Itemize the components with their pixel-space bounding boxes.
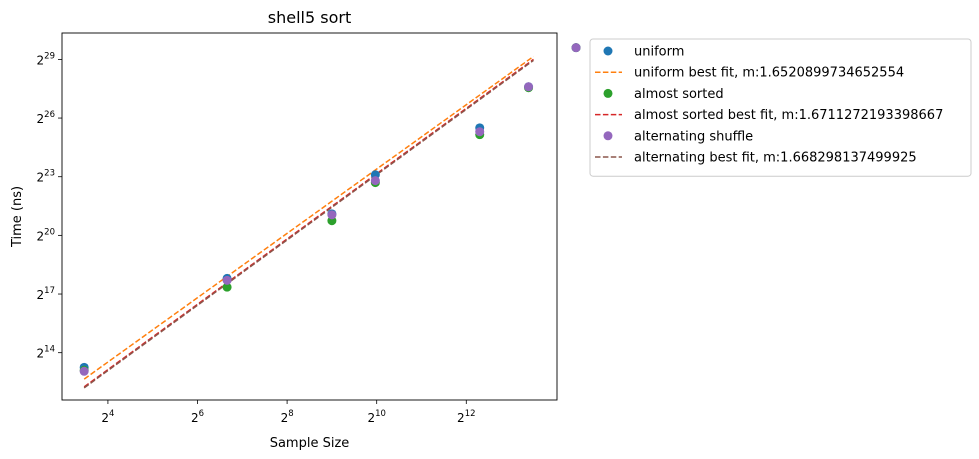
data-point [524, 82, 534, 92]
legend-entry-label: alternating shuffle [634, 129, 753, 144]
x-tick-label: 212 [457, 409, 475, 425]
y-tick-label: 220 [37, 227, 55, 243]
legend-entry-label: almost sorted [634, 87, 724, 102]
x-tick-label: 24 [101, 409, 114, 425]
legend-marker [603, 46, 613, 56]
fit-line [83, 59, 534, 389]
data-point [79, 366, 89, 376]
y-axis: 214 217 220 223 226 229 [37, 51, 62, 361]
x-axis-label: Sample Size [270, 436, 350, 451]
data-point [327, 210, 337, 220]
legend-entry-label: uniform best fit, m:1.6520899734652554 [634, 66, 904, 81]
plot-area [79, 43, 581, 389]
x-axis: 24 26 28 210 212 [101, 400, 476, 425]
y-tick-label: 214 [37, 345, 55, 361]
legend-marker [603, 131, 613, 141]
y-tick-label: 229 [37, 51, 55, 67]
y-tick-label: 223 [37, 169, 55, 185]
data-point [571, 43, 581, 53]
legend-entry-label: almost sorted best fit, m:1.671127219339… [634, 108, 943, 123]
legend: uniform uniform best fit, m:1.65208997346… [589, 38, 972, 177]
x-tick-label: 28 [281, 409, 294, 425]
chart-title: shell5 sort [268, 8, 351, 27]
y-tick-label: 226 [37, 110, 55, 126]
fit-line [83, 58, 534, 388]
data-point [475, 127, 485, 137]
fit-line [83, 55, 534, 380]
x-tick-label: 26 [191, 409, 204, 425]
legend-frame [589, 38, 972, 177]
y-axis-label: Time (ns) [10, 186, 25, 248]
legend-entry-label: uniform [634, 45, 684, 60]
x-tick-label: 210 [367, 409, 385, 425]
legend-marker [603, 88, 613, 98]
data-point [222, 275, 232, 285]
data-point [370, 176, 380, 186]
y-tick-label: 217 [37, 286, 55, 302]
legend-entry-label: alternating best fit, m:1.66829813749992… [634, 151, 917, 166]
data-point [222, 282, 232, 292]
plot-frame [61, 32, 558, 401]
